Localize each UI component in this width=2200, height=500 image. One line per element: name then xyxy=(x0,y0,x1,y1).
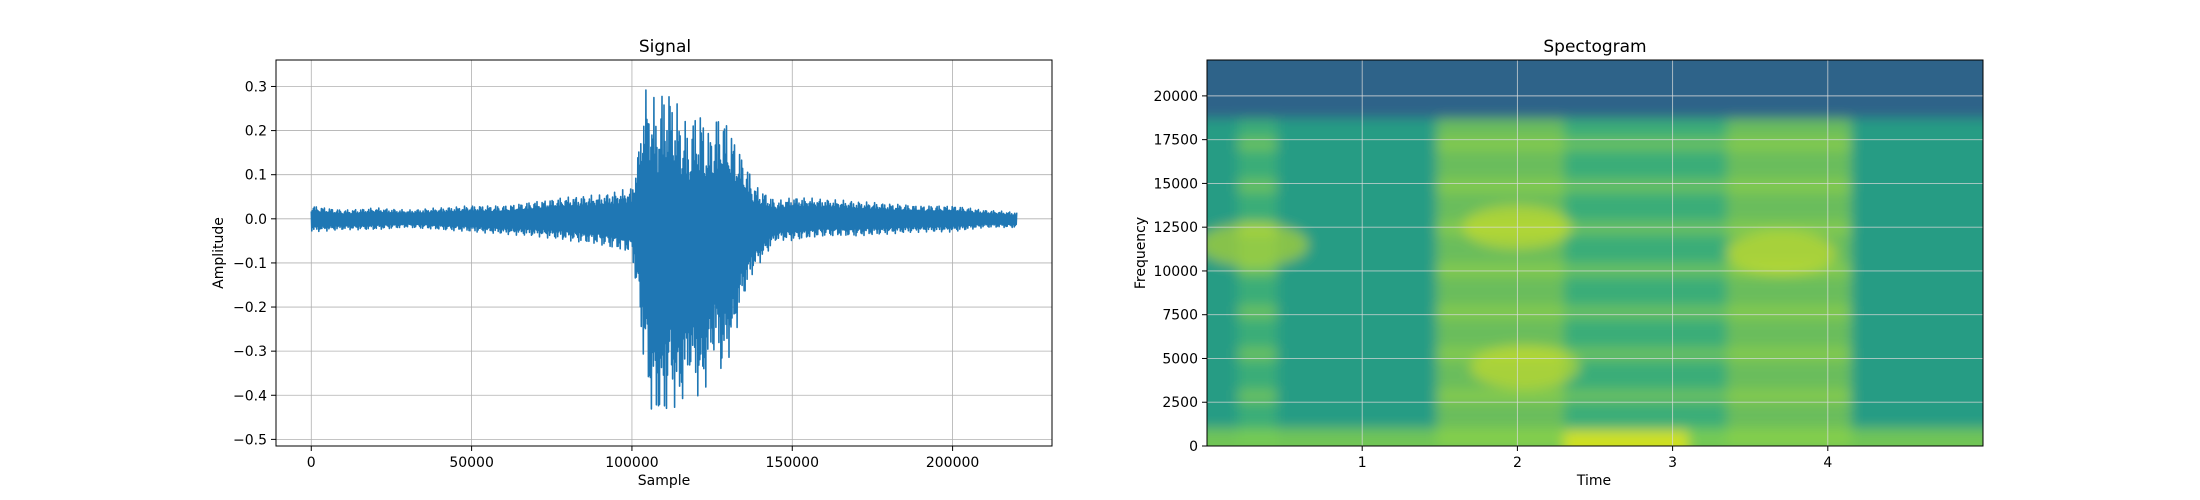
spectrogram-harmonic-band xyxy=(1238,137,1277,151)
spectrogram-y-tick-label: 12500 xyxy=(1153,220,1198,236)
spectrogram-harmonic-band xyxy=(1238,347,1277,361)
spectrogram-formant-highlight xyxy=(1207,222,1309,267)
spectrogram-harmonic-band xyxy=(1436,305,1564,319)
signal-chart-title: Signal xyxy=(639,37,691,57)
spectrogram-chart-title: Spectogram xyxy=(1543,37,1646,57)
spectrogram-peak-region xyxy=(1563,430,1689,446)
signal-y-tick-label: 0.3 xyxy=(245,79,267,95)
signal-x-ticks: 0 50000 100000 150000 200000 xyxy=(307,446,979,471)
spectrogram-harmonic-band xyxy=(1563,389,1727,403)
signal-y-axis-label: Amplitude xyxy=(211,217,227,289)
spectrogram-formant-highlight xyxy=(1470,345,1581,390)
spectrogram-harmonic-band xyxy=(1436,179,1564,193)
spectrogram-harmonic-band xyxy=(1726,179,1852,193)
spectrogram-plot-frame xyxy=(1206,59,1984,447)
signal-y-tick-label: −0.5 xyxy=(233,432,267,448)
spectrogram-chart: Spectogram 1 2 3 4 0 2500 5000 7500 10000 12500 1… xyxy=(1133,37,1984,489)
spectrogram-harmonic-band xyxy=(1563,137,1727,151)
spectrogram-y-tick-label: 5000 xyxy=(1162,351,1198,367)
spectrogram-x-ticks: 1 2 3 4 xyxy=(1358,446,1832,471)
signal-y-tick-label: −0.3 xyxy=(233,344,267,360)
signal-x-tick-label: 150000 xyxy=(766,455,819,471)
spectrogram-harmonic-band xyxy=(1726,305,1852,319)
spectrogram-harmonic-band xyxy=(1726,347,1852,361)
spectrogram-y-tick-label: 17500 xyxy=(1153,133,1198,149)
spectrogram-harmonic-band xyxy=(1238,389,1277,403)
signal-plot-frame xyxy=(275,59,1053,447)
signal-y-tick-label: 0.2 xyxy=(245,124,267,140)
spectrogram-harmonic-band xyxy=(1238,179,1277,193)
spectrogram-y-ticks: 0 2500 5000 7500 10000 12500 15000 17500 20000 xyxy=(1153,89,1207,455)
spectrogram-harmonic-band xyxy=(1563,263,1727,277)
spectrogram-y-tick-label: 2500 xyxy=(1162,395,1198,411)
spectrogram-x-tick-label: 1 xyxy=(1358,455,1367,471)
spectrogram-harmonic-band xyxy=(1726,389,1852,403)
signal-waveform-line xyxy=(310,89,1018,410)
spectrogram-harmonic-band xyxy=(1238,305,1277,319)
spectrogram-cutoff-band xyxy=(1207,60,1983,119)
signal-x-axis-label: Sample xyxy=(638,473,691,489)
signal-y-tick-label: 0.1 xyxy=(245,168,267,184)
spectrogram-harmonic-band xyxy=(1436,263,1564,277)
spectrogram-harmonic-band xyxy=(1563,179,1727,193)
signal-y-tick-label: 0.0 xyxy=(245,212,267,228)
spectrogram-harmonic-band xyxy=(1726,137,1852,151)
spectrogram-y-tick-label: 20000 xyxy=(1153,89,1198,105)
spectrogram-x-tick-label: 3 xyxy=(1668,455,1677,471)
spectrogram-x-tick-label: 2 xyxy=(1513,455,1522,471)
spectrogram-x-axis-label: Time xyxy=(1576,473,1611,489)
spectrogram-harmonic-band xyxy=(1238,263,1277,277)
spectrogram-formant-highlight xyxy=(1726,231,1837,276)
signal-y-ticks: 0.3 0.2 0.1 0.0 −0.1 −0.2 −0.3 −0.4 −0.5 xyxy=(233,79,276,448)
spectrogram-harmonic-band xyxy=(1436,137,1564,151)
spectrogram-y-tick-label: 15000 xyxy=(1153,176,1198,192)
spectrogram-y-tick-label: 10000 xyxy=(1153,264,1198,280)
signal-y-tick-label: −0.2 xyxy=(233,300,267,316)
signal-y-tick-label: −0.4 xyxy=(233,388,267,404)
spectrogram-harmonic-band xyxy=(1726,221,1852,235)
spectrogram-harmonic-band xyxy=(1563,221,1727,235)
signal-y-tick-label: −0.1 xyxy=(233,256,267,272)
spectrogram-grid xyxy=(1207,60,1983,446)
signal-series xyxy=(310,89,1018,410)
signal-x-tick-label: 100000 xyxy=(605,455,658,471)
spectrogram-harmonic-band xyxy=(1436,389,1564,403)
signal-x-tick-label: 50000 xyxy=(449,455,494,471)
spectrogram-y-tick-label: 7500 xyxy=(1162,308,1198,324)
signal-chart: Signal 0 50000 100000 150000 200000 0.30.20.… xyxy=(211,37,1053,489)
spectrogram-y-tick-label: 0 xyxy=(1189,439,1198,455)
spectrogram-y-axis-label: Frequency xyxy=(1133,217,1149,289)
signal-x-tick-label: 200000 xyxy=(926,455,979,471)
spectrogram-x-tick-label: 4 xyxy=(1823,455,1832,471)
spectrogram-image xyxy=(1207,60,1983,446)
signal-x-tick-label: 0 xyxy=(307,455,316,471)
spectrogram-harmonic-band xyxy=(1563,347,1727,361)
spectrogram-harmonic-band xyxy=(1563,305,1727,319)
